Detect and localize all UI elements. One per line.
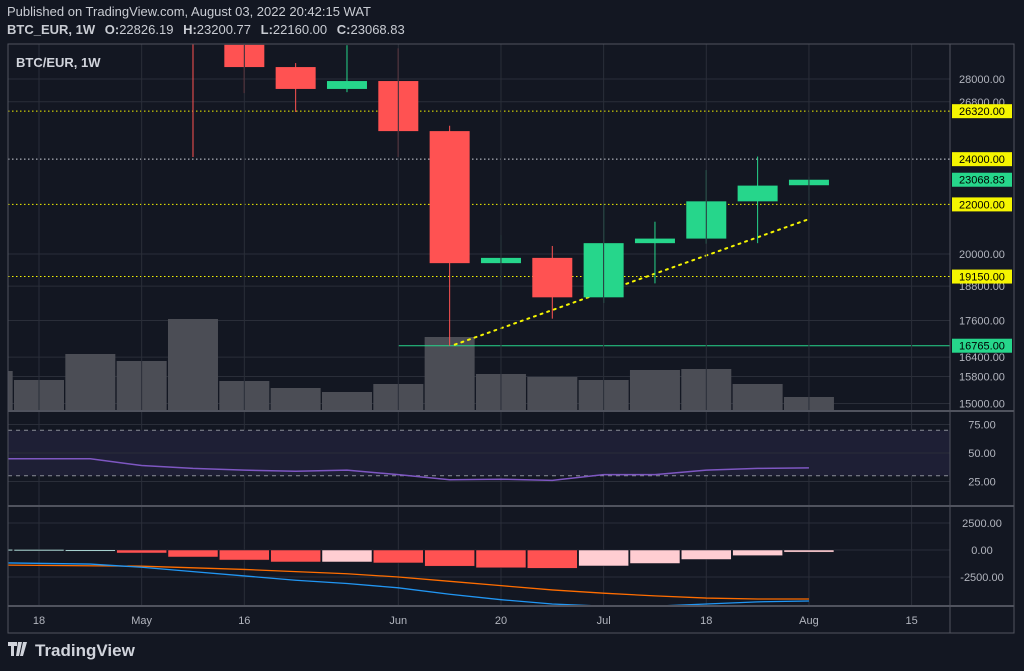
macd-axis-label: 0.00 [971, 545, 992, 557]
rsi-pane [8, 424, 950, 482]
ohlc-header: BTC_EUR, 1W O:22826.19 H:23200.77 L:2216… [7, 22, 405, 37]
macd-histogram-bar [270, 549, 321, 563]
macd-axis-label: -2500.00 [960, 572, 1003, 584]
open-label: O: [104, 22, 120, 37]
price-tag-bg [952, 197, 1012, 212]
volume-bar [424, 337, 475, 410]
macd-histogram-bar [321, 549, 373, 563]
price-axis-label: 16400.00 [959, 352, 1005, 364]
macd-histogram-bar [116, 549, 167, 554]
macd-signal-line [8, 564, 809, 600]
price-tag-label: 16765.00 [959, 341, 1005, 353]
price-axis-label: 15000.00 [959, 399, 1005, 411]
macd-histogram-bar [13, 549, 65, 552]
macd-histogram-bar [8, 549, 13, 552]
volume-bar [8, 371, 13, 410]
price-tag-label: 26320.00 [959, 106, 1005, 118]
macd-histogram-bar [732, 549, 783, 556]
published-caption: Published on TradingView.com, August 03,… [7, 4, 371, 19]
price-axis-label: 28000.00 [959, 74, 1005, 86]
candle-body-up [737, 185, 778, 202]
macd-histogram-bar [373, 549, 424, 564]
macd-histogram-bar [527, 549, 578, 569]
price-tag-bg [952, 104, 1012, 119]
candle-body-down [173, 26, 213, 40]
volume-bar [321, 392, 372, 410]
price-tag-bg [952, 172, 1012, 187]
time-axis-label: 15 [905, 615, 917, 627]
macd-histogram-bar [475, 549, 527, 569]
price-tag-label: 24000.00 [959, 154, 1005, 166]
macd-histogram-bar [167, 549, 219, 558]
price-axis-label: 18800.00 [959, 281, 1005, 293]
macd-histogram-bar [424, 549, 475, 567]
price-tag-bg [952, 152, 1012, 167]
tradingview-brand: TradingView [35, 641, 135, 660]
tradingview-logo[interactable]: TradingView [8, 641, 135, 661]
high-value: 23200.77 [196, 22, 252, 37]
candle-body-down [275, 67, 316, 89]
macd-histogram-bar [65, 549, 116, 552]
rsi-axis-label: 75.00 [968, 420, 996, 432]
price-axis-label: 20000.00 [959, 249, 1005, 261]
macd-pane [8, 522, 950, 605]
symbol-label: BTC_EUR, 1W [7, 22, 96, 37]
macd-axis-label: 2500.00 [962, 518, 1002, 530]
high-label: H: [183, 22, 197, 37]
macd-histogram-bar [219, 549, 270, 561]
price-axis-label: 17600.00 [959, 315, 1005, 327]
price-axis-label: 15800.00 [959, 372, 1005, 384]
open-value: 22826.19 [119, 22, 174, 37]
macd-histogram-bar [783, 549, 835, 553]
rsi-axis-label: 25.00 [968, 477, 996, 489]
volume-bar [167, 319, 218, 410]
volume-bar [732, 384, 783, 410]
chart-legend-title: BTC/EUR, 1W [16, 55, 101, 70]
candle-body-up [634, 238, 675, 244]
time-axis-label: Jun [389, 615, 407, 627]
chart-frame [7, 43, 1015, 634]
candle-body-down [532, 257, 573, 298]
macd-line [8, 562, 809, 605]
price-tag-label: 19150.00 [959, 272, 1005, 284]
price-tag-bg [952, 338, 1012, 353]
macd-histogram-bar [629, 549, 681, 564]
volume-bar [270, 388, 321, 410]
macd-histogram-bar [681, 549, 732, 560]
time-axis-label: 18 [33, 615, 45, 627]
rsi-line [8, 457, 809, 482]
tradingview-logo-icon [8, 641, 30, 661]
time-axis-label: 20 [495, 615, 507, 627]
price-pane [8, 26, 950, 410]
rsi-axis-label: 50.00 [968, 448, 996, 460]
volume-bar [629, 370, 680, 410]
time-axis-label: May [131, 615, 152, 627]
macd-histogram-bar [578, 549, 629, 567]
volume-bar [527, 377, 578, 410]
time-axis-label: 16 [238, 615, 250, 627]
low-value: 22160.00 [272, 22, 328, 37]
low-label: L: [260, 22, 273, 37]
price-tag-label: 22000.00 [959, 199, 1005, 211]
time-axis-label: Jul [597, 615, 611, 627]
close-value: 23068.83 [350, 22, 405, 37]
candle-body-down [429, 131, 470, 264]
price-tag-bg [952, 269, 1012, 284]
trendline [453, 218, 808, 346]
price-tag-label: 23068.83 [959, 175, 1005, 187]
candle-body-up [326, 81, 367, 89]
volume-bar [65, 354, 116, 410]
close-label: C: [336, 22, 351, 37]
time-axis-label: 18 [700, 615, 712, 627]
time-axis-label: Aug [799, 615, 819, 627]
